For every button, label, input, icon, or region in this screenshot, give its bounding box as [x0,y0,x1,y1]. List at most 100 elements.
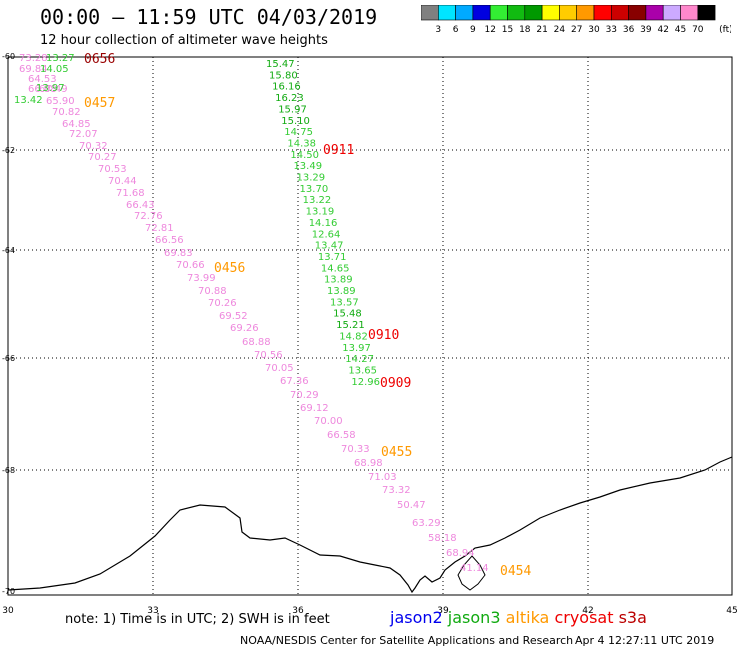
jason3-swh-value: 15.21 [336,320,365,331]
jason3-swh-value: 13.89 [324,275,353,286]
jason3-swh-value: 14.16 [309,218,338,229]
page-subtitle: 12 hour collection of altimeter wave hei… [40,33,328,48]
jason3-swh-value: 15.48 [333,309,362,320]
altika-swh-value: 70.29 [290,390,319,401]
satellite-legend: jason2 jason3 altika cryosat s3a [390,608,647,627]
altika-swh-value: 70.66 [176,260,205,271]
pass-time-label: 0656 [84,52,115,67]
sat-cryosat: cryosat [554,608,614,627]
legend-label: 36 [623,25,635,35]
jason3-swh-value: 14.50 [290,150,319,161]
jason3-swh-value: 13.71 [318,252,347,263]
altika-swh-value: 69.83 [164,248,193,259]
legend-label: 70 [692,25,704,35]
altika-green-value: 13.97 [36,83,65,94]
altika-swh-value: 41.14 [460,563,489,574]
altika-swh-value: 67.49 [39,84,68,95]
jason3-swh-value: 15.10 [281,116,310,127]
altika-swh-value: 70.82 [52,107,81,118]
legend-label: 15 [502,25,513,35]
altika-green-value: 14.05 [40,64,69,75]
altika-swh-value: 70.26 [208,298,237,309]
lon-tick-label: 42 [582,606,593,616]
jason3-swh-value: 12.96 [351,377,380,388]
lat-tick-label: -64 [2,246,15,255]
sat-s3a: s3a [618,608,647,627]
jason3-swh-value: 14.65 [321,263,350,274]
legend-label: 18 [519,25,531,35]
altika-swh-value: 63.29 [412,518,441,529]
altika-swh-value: 66.43 [126,200,155,211]
jason3-swh-value: 15.97 [278,104,307,115]
jason3-swh-value: 14.27 [345,354,374,365]
altika-swh-value: 70.53 [98,164,127,175]
lat-tick-label: -66 [2,354,15,363]
altika-green-value: 13.42 [14,95,43,106]
altika-swh-value: 73.28 [19,53,48,64]
sat-jason3: jason3 [447,608,501,627]
legend-label: 39 [640,25,652,35]
lon-tick-label: 30 [2,606,14,616]
altika-swh-value: 72.07 [69,129,98,140]
altika-swh-value: 66.56 [155,235,184,246]
jason3-swh-value: 13.89 [327,286,356,297]
lat-tick-label: -70 [2,587,15,596]
altika-swh-value: 70.00 [314,416,343,427]
jason3-swh-value: 14.38 [287,138,316,149]
legend-label: 21 [536,25,547,35]
altika-swh-value: 64.53 [28,74,57,85]
jason3-swh-value: 14.82 [339,331,368,342]
legend-label: 33 [606,25,617,35]
legend-label: 12 [484,25,495,35]
footer-note: note: 1) Time is in UTC; 2) SWH is in fe… [65,612,330,627]
altika-swh-value: 64.85 [62,119,91,130]
altika-swh-value: 70.05 [265,363,294,374]
altika-swh-value: 68.88 [242,337,271,348]
pass-time-label: 0455 [381,445,412,460]
jason3-swh-value: 13.70 [300,184,329,195]
altika-green-value: 13.27 [46,53,75,64]
jason3-swh-value: 13.29 [297,173,326,184]
legend-label: 6 [453,25,459,35]
jason3-swh-value: 13.57 [330,297,359,308]
altika-swh-value: 68.94 [446,548,475,559]
altika-swh-value: 72.76 [134,211,163,222]
coastline [7,456,733,594]
altika-swh-value: 70.88 [198,286,227,297]
altika-swh-value: 66.58 [327,430,356,441]
altika-swh-value: 69.26 [230,323,259,334]
lon-tick-label: 36 [292,606,304,616]
credit-line: NOAA/NESDIS Center for Satellite Applica… [240,634,574,647]
pass-time-label: 0911 [323,143,354,158]
altika-swh-value: 70.44 [108,176,137,187]
page-title: 00:00 – 11:59 UTC 04/03/2019 [40,5,378,29]
altika-swh-value: 68.98 [354,458,383,469]
altika-swh-value: 50.47 [397,500,426,511]
jason3-swh-value: 13.47 [315,241,344,252]
altika-swh-value: 70.27 [88,152,117,163]
jason3-swh-value: 13.19 [306,207,335,218]
altika-swh-value: 72.81 [145,223,174,234]
sat-altika: altika [505,608,550,627]
jason3-swh-value: 13.49 [293,161,322,172]
altika-swh-value: 69.12 [300,403,329,414]
legend-label: 45 [675,25,686,35]
lat-tick-label: -62 [2,146,15,155]
legend-label: 30 [588,25,600,35]
legend-label: 9 [470,25,476,35]
legend-label: 3 [435,25,441,35]
pass-time-label: 0909 [380,376,411,391]
pass-time-label: 0454 [500,564,531,579]
pass-time-label: 0456 [214,261,245,276]
lon-tick-label: 39 [437,606,449,616]
jason3-swh-value: 14.75 [284,127,313,138]
lon-tick-label: 45 [726,606,737,616]
altika-swh-value: 71.03 [368,472,397,483]
legend-unit: (ft) [719,25,731,35]
altika-swh-value: 67.36 [280,376,309,387]
jason3-swh-value: 13.65 [348,365,377,376]
jason3-swh-value: 16.16 [272,82,301,93]
pass-time-label: 0910 [368,328,399,343]
jason3-swh-value: 15.80 [269,70,298,81]
